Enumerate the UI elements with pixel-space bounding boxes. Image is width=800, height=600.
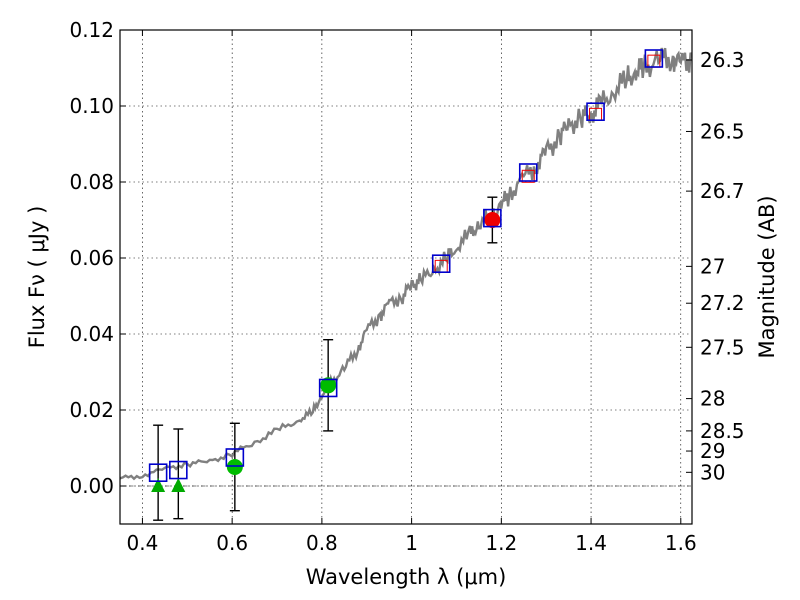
y-tick-label: 0.08	[69, 170, 114, 194]
right-tick-label: 29	[700, 439, 725, 463]
x-tick-label: 1.6	[665, 531, 697, 555]
model-square	[225, 448, 245, 467]
marks	[120, 47, 692, 521]
right-tick-label: 28.5	[700, 419, 745, 443]
model-square	[644, 49, 664, 68]
x-tick-label: 1	[405, 531, 418, 555]
detection-point	[226, 459, 243, 475]
right-tick-label: 28	[700, 387, 725, 411]
plot-background	[120, 30, 692, 524]
right-tick-label: 27.2	[700, 291, 745, 315]
detection-point	[484, 212, 501, 228]
model-square	[431, 254, 451, 273]
x-tick-label: 1.4	[575, 531, 607, 555]
x-tick-label: 0.6	[216, 531, 248, 555]
ticks: 0.4 0.6 0.8 1 1.2 1.4 1.6 0.00 0.02 0.04 0.06 0.08 0…	[69, 18, 744, 555]
upper-limit-triangle	[151, 478, 166, 492]
y-tick-label: 0.02	[69, 398, 114, 422]
y-axis-label: Flux Fν ( μJy )	[25, 206, 49, 349]
model-square	[148, 463, 168, 483]
right-tick-label: 26.5	[700, 119, 745, 143]
x-tick-label: 0.4	[127, 531, 159, 555]
plot-frame	[119, 29, 693, 525]
model-square	[586, 102, 605, 121]
x-tick-label: 1.2	[485, 531, 517, 555]
y-tick-label: 0.10	[69, 94, 114, 118]
right-tick-label: 27	[700, 254, 725, 278]
y-axis-right-label: Magnitude (AB)	[755, 195, 779, 358]
spectrum-line	[120, 47, 692, 481]
model-square	[483, 208, 502, 228]
x-tick-label: 0.8	[306, 531, 338, 555]
y-tick-label: 0.00	[69, 474, 114, 498]
detection-point	[320, 377, 337, 394]
right-tick-label: 30	[700, 460, 725, 484]
right-tick-label: 26.7	[700, 179, 745, 203]
y-tick-label: 0.04	[69, 322, 114, 346]
model-square	[518, 163, 538, 182]
x-axis-label: Wavelength λ (μm)	[306, 565, 507, 589]
right-tick-label: 27.5	[700, 335, 745, 359]
model-square	[318, 378, 338, 398]
model-square	[169, 460, 188, 480]
y-tick-label: 0.06	[69, 246, 114, 270]
model-inband-square	[521, 169, 535, 183]
upper-limit-triangle	[171, 478, 186, 492]
y-tick-label: 0.12	[69, 18, 114, 42]
right-tick-label: 26.3	[700, 48, 745, 72]
